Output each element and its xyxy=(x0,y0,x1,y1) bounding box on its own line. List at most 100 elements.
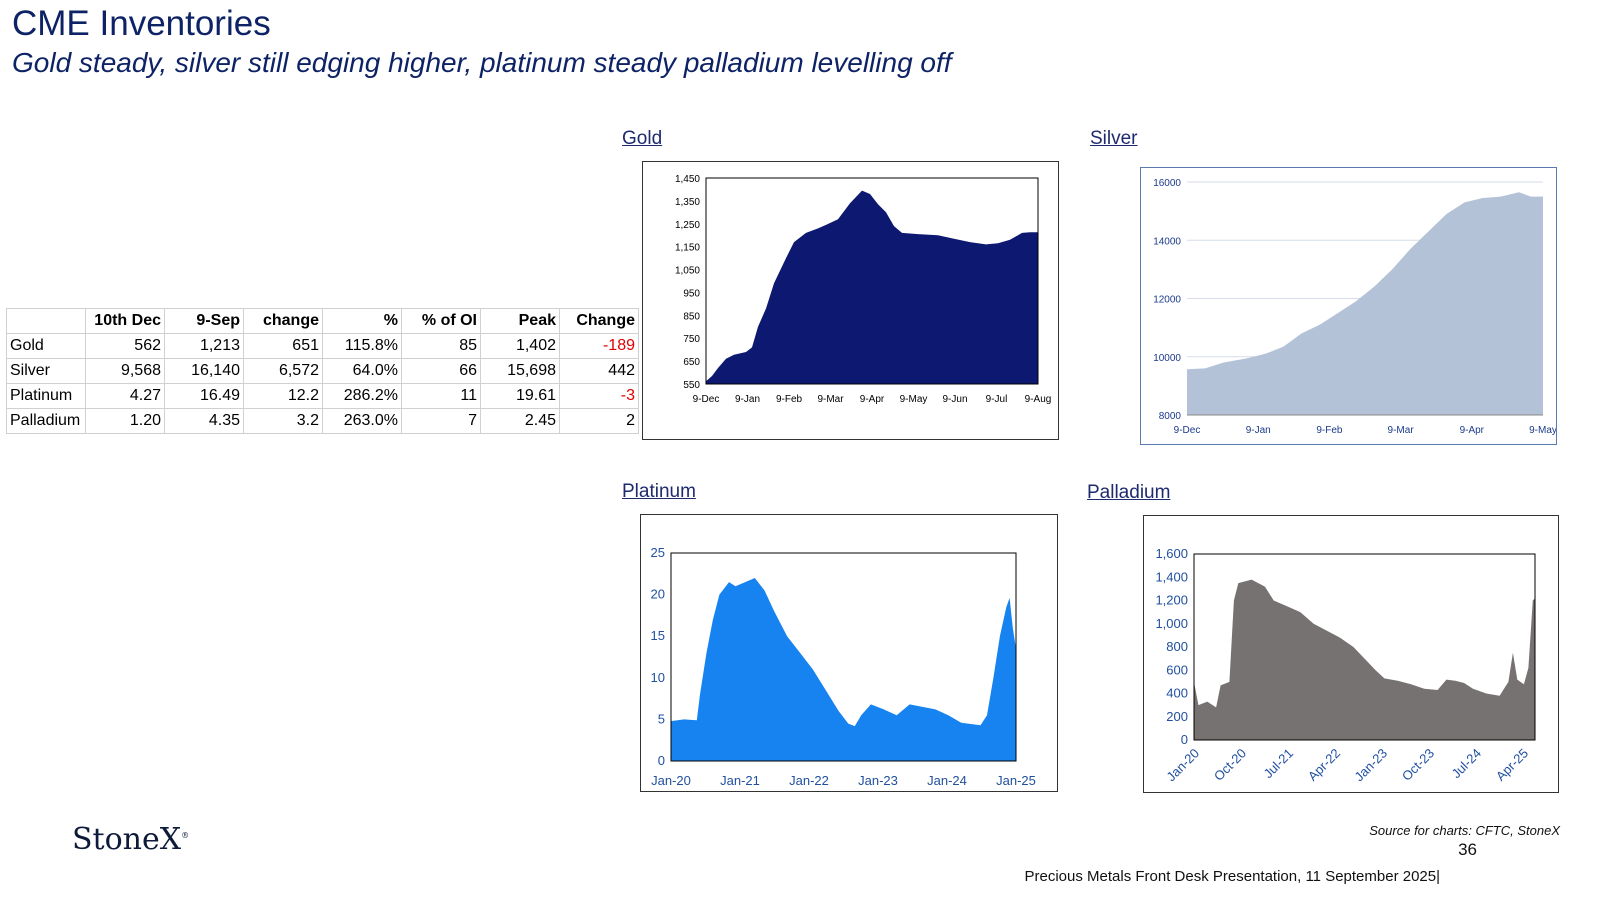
platinum-chart: 0 5 10 15 20 25 Jan-20 Jan-21 Jan-22 Jan-23 Jan-24… xyxy=(651,545,1036,788)
x-tick-label: Jan-25 xyxy=(996,773,1036,788)
table-cell: 6,572 xyxy=(243,358,323,384)
table-header: % xyxy=(322,308,402,334)
y-tick-label: 14000 xyxy=(1153,236,1181,247)
table-cell: 3.2 xyxy=(243,408,323,434)
x-tick-label: 9-Jul xyxy=(986,394,1008,405)
x-tick-label: Jan-21 xyxy=(720,773,760,788)
table-cell: 1,402 xyxy=(480,333,560,359)
source-note: Source for charts: CFTC, StoneX xyxy=(1369,823,1560,838)
table-header: change xyxy=(243,308,323,334)
y-tick-label: 20 xyxy=(651,587,665,602)
plot-border xyxy=(705,177,1039,385)
x-tick-label: 9-May xyxy=(1529,425,1556,436)
table-cell: 11 xyxy=(401,383,481,409)
y-tick-label: 400 xyxy=(1166,686,1188,701)
y-tick-label: 12000 xyxy=(1153,295,1181,306)
table-cell: 115.8% xyxy=(322,333,402,359)
x-tick-label: Apr-25 xyxy=(1493,746,1531,784)
x-tick-label: Jan-22 xyxy=(789,773,829,788)
y-tick-label: 16000 xyxy=(1153,178,1181,189)
table-cell: 66 xyxy=(401,358,481,384)
table-cell: 12.2 xyxy=(243,383,323,409)
table-cell: 85 xyxy=(401,333,481,359)
page-title: CME Inventories xyxy=(12,4,271,43)
y-tick-label: 1,600 xyxy=(1155,546,1188,561)
x-tick-label: 9-Apr xyxy=(860,394,885,405)
table-header: Peak xyxy=(480,308,560,334)
x-tick-label: Jan-20 xyxy=(1163,746,1202,785)
y-tick-label: 550 xyxy=(683,380,700,391)
table-cell: 64.0% xyxy=(322,358,402,384)
table-cell: 2 xyxy=(559,408,639,434)
y-tick-label: 850 xyxy=(683,311,700,322)
y-tick-label: 10 xyxy=(651,670,665,685)
footer-text: Precious Metals Front Desk Presentation,… xyxy=(1024,868,1441,885)
silver-chart-label: Silver xyxy=(1090,128,1138,149)
y-tick-label: 25 xyxy=(651,545,665,560)
y-tick-label: 1,450 xyxy=(675,174,700,185)
logo-registered-mark: ® xyxy=(181,831,190,840)
x-tick-label: 9-Dec xyxy=(693,394,720,405)
x-tick-label: 9-Aug xyxy=(1025,394,1052,405)
table-cell: 562 xyxy=(85,333,165,359)
metal-name-cell: Gold xyxy=(6,333,86,359)
y-tick-label: 950 xyxy=(683,288,700,299)
table-cell: 16,140 xyxy=(164,358,244,384)
y-tick-label: 600 xyxy=(1166,662,1188,677)
y-tick-label: 1,000 xyxy=(1155,616,1188,631)
x-tick-label: 9-Dec xyxy=(1174,425,1201,436)
gold-chart: 550 650 750 850 950 1,050 1,150 1,250 1,350 1,450… xyxy=(675,174,1052,405)
y-tick-label: 650 xyxy=(683,357,700,368)
gold-chart-label: Gold xyxy=(622,128,663,149)
table-header: 10th Dec xyxy=(85,308,165,334)
table-cell: 1.20 xyxy=(85,408,165,434)
y-tick-label: 5 xyxy=(658,711,665,726)
palladium-chart-label: Palladium xyxy=(1087,482,1171,503)
logo-text: StoneX xyxy=(72,822,182,857)
table-cell: -3 xyxy=(559,383,639,409)
metal-name-cell: Silver xyxy=(6,358,86,384)
y-tick-label: 750 xyxy=(683,334,700,345)
table-cell: 286.2% xyxy=(322,383,402,409)
table-cell: 9,568 xyxy=(85,358,165,384)
gold-chart-frame: 550 650 750 850 950 1,050 1,150 1,250 1,350 1,450… xyxy=(642,161,1059,440)
x-tick-label: 9-Apr xyxy=(1460,425,1485,436)
table-cell: 16.49 xyxy=(164,383,244,409)
inventory-table: 10th Dec 9-Sep change % % of OI Peak Cha… xyxy=(6,308,639,434)
x-tick-label: Jan-23 xyxy=(1351,746,1390,785)
x-tick-label: 9-Feb xyxy=(776,394,803,405)
silver-inventory-area xyxy=(1187,192,1543,415)
table-header-row: 10th Dec 9-Sep change % % of OI Peak Cha… xyxy=(6,308,639,334)
x-tick-label: 9-May xyxy=(900,394,928,405)
table-cell: 263.0% xyxy=(322,408,402,434)
table-cell: 19.61 xyxy=(480,383,560,409)
page-subtitle: Gold steady, silver still edging higher,… xyxy=(12,47,952,78)
y-tick-label: 1,200 xyxy=(1155,593,1188,608)
table-row: Palladium 1.20 4.35 3.2 263.0% 7 2.45 2 xyxy=(6,408,639,434)
table-cell: 4.35 xyxy=(164,408,244,434)
y-tick-label: 10000 xyxy=(1153,353,1181,364)
stonex-logo: StoneX® xyxy=(72,822,189,857)
silver-chart-frame: 8000 10000 12000 14000 16000 9-Dec 9-Jan 9-Feb 9… xyxy=(1140,167,1557,445)
palladium-chart-frame: 0 200 400 600 800 1,000 1,200 1,400 1,600 Jan-20 O… xyxy=(1143,515,1559,793)
x-tick-label: Jul-24 xyxy=(1448,746,1484,782)
y-tick-label: 1,150 xyxy=(675,243,700,254)
y-tick-label: 0 xyxy=(658,753,665,768)
table-header: 9-Sep xyxy=(164,308,244,334)
x-tick-label: Apr-22 xyxy=(1305,746,1343,784)
table-header xyxy=(6,308,86,334)
y-tick-label: 1,250 xyxy=(675,220,700,231)
page-number: 36 xyxy=(1458,840,1477,859)
table-cell: -189 xyxy=(559,333,639,359)
gold-inventory-area xyxy=(706,190,1038,384)
table-row: Silver 9,568 16,140 6,572 64.0% 66 15,698 442 xyxy=(6,358,639,384)
platinum-inventory-area xyxy=(671,578,1016,761)
x-tick-label: 9-Jun xyxy=(942,394,967,405)
table-header: % of OI xyxy=(401,308,481,334)
table-header: Change xyxy=(559,308,639,334)
x-tick-label: 9-Mar xyxy=(1388,425,1415,436)
palladium-inventory-area xyxy=(1194,579,1535,740)
plot-border xyxy=(1193,553,1536,741)
x-tick-label: 9-Jan xyxy=(735,394,760,405)
table-row: Gold 562 1,213 651 115.8% 85 1,402 -189 xyxy=(6,333,639,359)
